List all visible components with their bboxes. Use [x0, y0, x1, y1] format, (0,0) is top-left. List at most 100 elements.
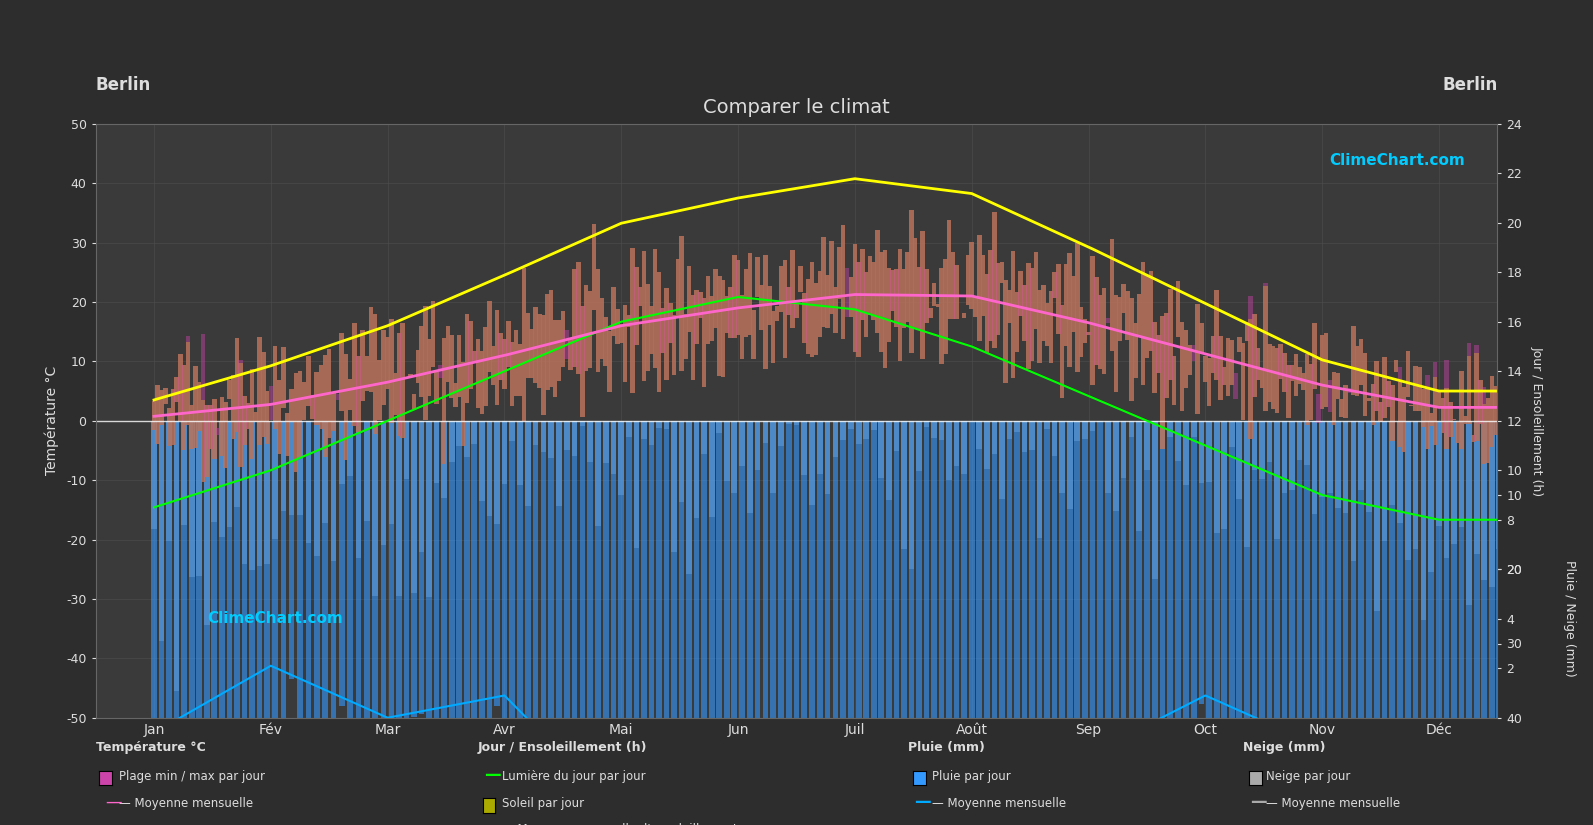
- Bar: [604, 317, 609, 366]
- Bar: [239, 360, 242, 467]
- Bar: [204, 421, 210, 625]
- Bar: [178, 354, 183, 421]
- Bar: [526, 313, 530, 378]
- Bar: [1335, 374, 1340, 398]
- Bar: [182, 365, 186, 450]
- Bar: [642, 252, 647, 381]
- Bar: [1383, 357, 1388, 417]
- Bar: [1222, 367, 1227, 384]
- Bar: [452, 383, 457, 407]
- Bar: [1007, 421, 1012, 825]
- Bar: [280, 421, 287, 512]
- Bar: [1274, 348, 1279, 412]
- Bar: [1375, 361, 1380, 411]
- Bar: [306, 421, 311, 761]
- Bar: [1305, 354, 1309, 425]
- Bar: [1381, 421, 1388, 825]
- Bar: [344, 354, 349, 460]
- Bar: [1451, 421, 1458, 544]
- Bar: [1121, 284, 1126, 313]
- Bar: [389, 421, 393, 524]
- Bar: [855, 421, 862, 825]
- Bar: [1152, 323, 1157, 393]
- Bar: [1327, 380, 1332, 412]
- Bar: [940, 268, 943, 365]
- Bar: [526, 421, 530, 506]
- Bar: [264, 421, 269, 732]
- Title: Comparer le climat: Comparer le climat: [703, 97, 890, 116]
- Bar: [631, 248, 636, 393]
- Bar: [1067, 421, 1072, 509]
- Bar: [1051, 421, 1058, 793]
- Bar: [1467, 356, 1472, 424]
- Bar: [486, 421, 492, 516]
- Bar: [1157, 335, 1161, 373]
- Bar: [529, 329, 534, 378]
- Bar: [419, 326, 424, 397]
- Bar: [774, 306, 779, 321]
- Bar: [602, 421, 609, 463]
- Bar: [264, 391, 269, 445]
- Bar: [1290, 365, 1294, 380]
- Bar: [1121, 421, 1126, 478]
- Bar: [167, 408, 172, 446]
- Bar: [201, 334, 205, 482]
- Bar: [162, 388, 167, 404]
- Bar: [212, 399, 217, 460]
- Bar: [717, 421, 722, 825]
- Bar: [1045, 303, 1050, 346]
- Bar: [553, 319, 558, 398]
- Bar: [1512, 386, 1517, 430]
- Bar: [472, 421, 478, 444]
- Bar: [572, 270, 577, 367]
- Bar: [280, 346, 285, 408]
- Bar: [588, 421, 593, 462]
- Bar: [1053, 272, 1056, 298]
- Bar: [642, 252, 647, 381]
- Bar: [1367, 421, 1372, 825]
- Bar: [1456, 422, 1461, 443]
- Bar: [809, 262, 814, 357]
- Bar: [510, 342, 515, 406]
- Bar: [852, 243, 857, 352]
- Bar: [1509, 394, 1513, 433]
- Bar: [871, 262, 876, 320]
- Bar: [1128, 421, 1134, 733]
- Bar: [1249, 295, 1252, 439]
- Bar: [984, 274, 989, 353]
- Bar: [1523, 417, 1528, 436]
- Bar: [1176, 281, 1180, 337]
- Bar: [1219, 337, 1223, 400]
- Bar: [825, 421, 830, 825]
- Bar: [1351, 326, 1356, 395]
- Bar: [634, 266, 639, 345]
- Bar: [1137, 295, 1142, 337]
- Bar: [973, 296, 978, 317]
- Bar: [306, 356, 311, 407]
- Bar: [1090, 256, 1094, 384]
- Bar: [190, 405, 194, 449]
- Bar: [242, 421, 247, 786]
- Bar: [1021, 421, 1027, 452]
- Bar: [984, 421, 989, 825]
- Bar: [774, 306, 779, 321]
- Bar: [1266, 344, 1271, 402]
- Bar: [261, 352, 266, 437]
- Bar: [515, 330, 518, 396]
- Bar: [863, 272, 868, 337]
- Bar: [610, 421, 616, 825]
- Bar: [736, 261, 741, 335]
- Bar: [1550, 421, 1555, 549]
- Bar: [999, 421, 1005, 825]
- Bar: [1029, 268, 1034, 361]
- Bar: [1230, 340, 1235, 385]
- Bar: [314, 372, 319, 426]
- Bar: [954, 265, 959, 319]
- Bar: [1263, 285, 1268, 411]
- Bar: [1381, 421, 1388, 540]
- Bar: [596, 270, 601, 372]
- Bar: [1547, 398, 1550, 420]
- Bar: [1437, 421, 1442, 526]
- Bar: [1531, 381, 1536, 450]
- Bar: [1160, 316, 1164, 450]
